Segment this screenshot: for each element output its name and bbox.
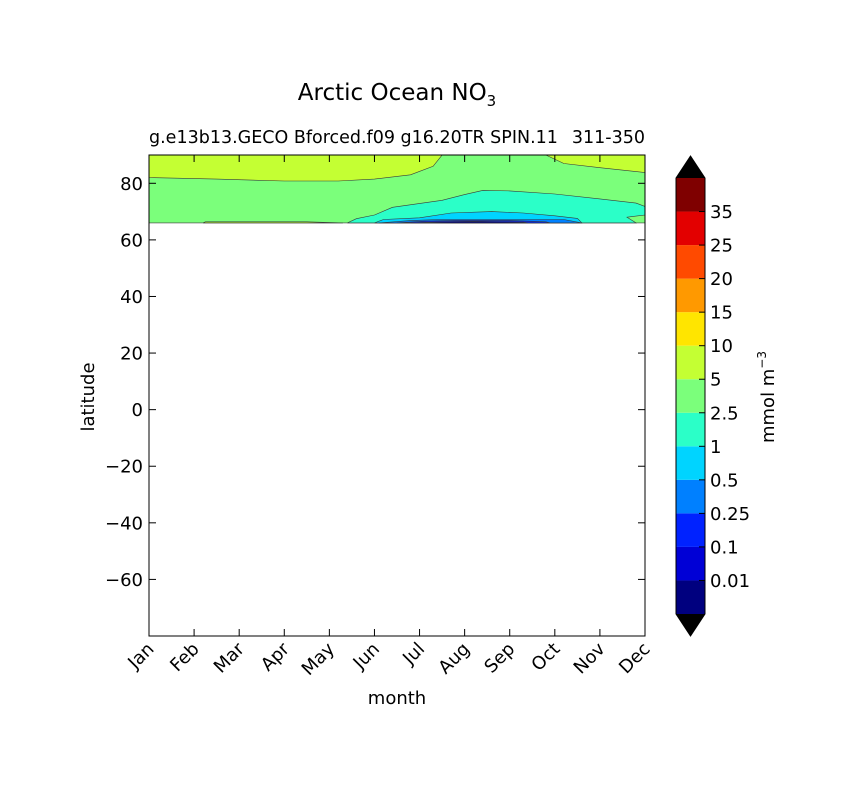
x-tick-label: Apr xyxy=(257,638,294,675)
contour-fill-group xyxy=(148,154,646,224)
colorbar-segment xyxy=(676,446,705,480)
x-tick-label: Jun xyxy=(349,639,384,674)
chart-subtitle-left: g.e13b13.GECO Bforced.f09 g16.20TR SPIN.… xyxy=(149,128,558,148)
colorbar-tick-label: 0.1 xyxy=(710,537,739,558)
y-axis-label: latitude xyxy=(78,362,99,431)
contour-region-8 xyxy=(410,220,528,224)
colorbar-label-main: mmol m xyxy=(758,369,779,443)
plot-area: Jan Feb Mar Apr May Jun Jul Aug Sep Oct Nov Dec 80 6… xyxy=(105,154,655,680)
y-tick-label: −20 xyxy=(105,457,143,478)
colorbar-segment xyxy=(676,546,705,581)
x-tick-label: Sep xyxy=(480,639,519,678)
colorbar-label: mmol m−3 xyxy=(755,351,779,443)
colorbar-segment xyxy=(676,379,705,413)
colorbar-label-superscript: −3 xyxy=(755,351,769,369)
colorbar-segment xyxy=(676,278,705,313)
x-tick-label: Feb xyxy=(166,639,203,676)
colorbar-tick-label: 20 xyxy=(710,269,733,290)
y-tick-label: 20 xyxy=(120,344,143,365)
colorbar-segment xyxy=(676,479,705,514)
contour-region-3 xyxy=(202,221,343,224)
colorbar-tick-label: 2.5 xyxy=(710,403,739,424)
x-tick-label: Dec xyxy=(615,639,654,678)
colorbar-tick-label: 5 xyxy=(710,370,721,391)
colorbar-segment xyxy=(676,580,705,614)
contour-region-1 xyxy=(148,154,443,182)
y-tick-label: −60 xyxy=(105,570,143,591)
x-tick-label: Aug xyxy=(434,639,474,679)
colorbar-tick-label: 0.25 xyxy=(710,504,750,525)
x-tick-label: Mar xyxy=(210,638,249,677)
x-tick-label: Nov xyxy=(570,638,610,678)
chart-title: Arctic Ocean NO3 xyxy=(298,80,496,110)
colorbar-extend-min xyxy=(676,614,705,636)
colorbar-segment xyxy=(676,513,705,547)
colorbar-segment xyxy=(676,412,705,447)
y-axis-ticks: 80 60 40 20 0 −20 −40 −60 xyxy=(105,174,645,591)
colorbar-tick-label: 35 xyxy=(710,202,733,223)
colorbar-outline xyxy=(675,155,706,637)
colorbar-extend-max xyxy=(676,156,705,178)
chart-title-subscript: 3 xyxy=(487,92,497,110)
colorbar-segment xyxy=(676,345,705,380)
chart-subtitle-right: 311-350 xyxy=(572,128,645,148)
y-tick-label: 60 xyxy=(120,230,143,251)
colorbar-tick-label: 15 xyxy=(710,303,733,324)
x-tick-label: Jan xyxy=(123,639,158,674)
colorbar-segment xyxy=(676,312,705,346)
colorbar: 0.01 0.1 0.25 0.5 1 2.5 5 10 15 20 25 35 xyxy=(675,155,750,637)
colorbar-segment xyxy=(676,178,705,212)
plot-frame xyxy=(148,154,646,637)
x-tick-label: Oct xyxy=(527,639,564,676)
colorbar-tick-label: 1 xyxy=(710,437,721,458)
x-tick-label: Jul xyxy=(398,639,429,670)
colorbar-segment xyxy=(676,245,705,279)
plot-background xyxy=(149,155,645,636)
colorbar-tick-label: 25 xyxy=(710,236,733,257)
colorbar-tick-label: 0.01 xyxy=(710,571,750,592)
colorbar-tick-label: 10 xyxy=(710,336,733,357)
y-tick-label: 0 xyxy=(132,400,143,421)
contour-region-4 xyxy=(347,190,646,224)
colorbar-segment xyxy=(676,211,705,246)
y-tick-label: 40 xyxy=(120,287,143,308)
y-tick-label: −40 xyxy=(105,513,143,534)
chart-title-main: Arctic Ocean NO xyxy=(298,80,487,106)
colorbar-tick-label: 0.5 xyxy=(710,470,739,491)
x-axis-label: month xyxy=(368,688,426,709)
x-tick-label: May xyxy=(298,638,339,679)
y-tick-label: 80 xyxy=(120,174,143,195)
